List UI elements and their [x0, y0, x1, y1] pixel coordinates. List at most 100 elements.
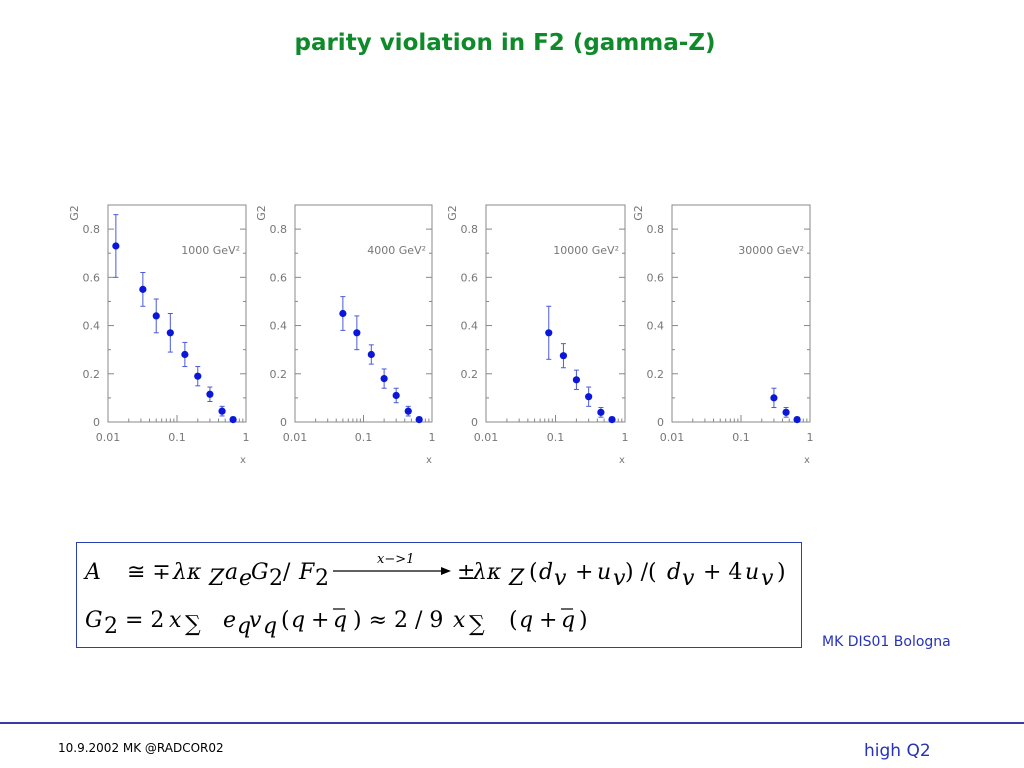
energy-annotation: 10000 GeV² [553, 244, 619, 257]
data-point [112, 242, 120, 250]
svg-text:): ) [579, 608, 588, 633]
x-tick-label: 0.01 [660, 431, 685, 444]
data-point [218, 407, 226, 415]
x-tick-label: 0.1 [355, 431, 373, 444]
y-tick-label: 0.2 [647, 368, 665, 381]
x-tick-label: 0.01 [283, 431, 308, 444]
svg-text:λκ: λκ [472, 560, 502, 585]
y-tick-label: 0.2 [270, 368, 288, 381]
svg-text:(: ( [509, 608, 518, 633]
y-tick-label: 0 [471, 416, 478, 429]
svg-text:F: F [298, 560, 315, 585]
svg-text:G: G [85, 608, 103, 633]
svg-text:(: ( [281, 608, 290, 633]
svg-text:u: u [597, 560, 611, 585]
svg-text:λκ: λκ [172, 560, 202, 585]
svg-text:+ 4: + 4 [703, 560, 742, 585]
svg-text:e: e [239, 566, 252, 591]
svg-text:A: A [83, 560, 101, 585]
svg-text:): ) [777, 560, 786, 585]
x-axis-label: x [619, 455, 625, 466]
y-tick-label: 0.4 [647, 320, 665, 333]
y-tick-label: 0.8 [83, 223, 101, 236]
svg-text:e: e [223, 608, 236, 633]
y-tick-label: 0.2 [83, 368, 101, 381]
data-point [380, 375, 388, 383]
data-point [194, 372, 202, 380]
data-point [572, 376, 581, 384]
data-point [353, 329, 361, 337]
svg-text:±: ± [457, 560, 475, 585]
y-axis-label: G2 [68, 205, 81, 221]
panel-frame [485, 204, 626, 423]
energy-annotation: 30000 GeV² [738, 244, 804, 257]
svg-text:) ≈ 2 / 9: ) ≈ 2 / 9 [353, 608, 443, 633]
svg-text:x: x [453, 608, 466, 633]
y-axis-label: G2 [255, 205, 268, 221]
formula-line-2: G 2 = 2 x ∑ e q v q ( q + q ) ≈ 2 / 9 x … [85, 608, 588, 639]
svg-text:d: d [539, 560, 553, 585]
x-axis-label: x [804, 455, 810, 466]
x-tick-label: 0.1 [168, 431, 186, 444]
arrow-label: x−>1 [377, 552, 414, 567]
data-point [793, 415, 801, 424]
x-tick-label: 1 [622, 431, 629, 444]
x-tick-label: 1 [243, 431, 250, 444]
formula-svg: A ≅ ∓ λκ Z a e G 2 / F 2 x−>1 ± λκ Z ( d… [83, 552, 786, 639]
svg-text:∑: ∑ [185, 612, 201, 637]
y-tick-label: 0.6 [270, 271, 288, 284]
svg-text:q: q [519, 608, 533, 633]
panel-frame [671, 204, 811, 423]
y-tick-label: 0.6 [647, 271, 665, 284]
y-axis-label: G2 [632, 205, 645, 221]
svg-text:Z: Z [208, 566, 225, 591]
data-point [545, 329, 553, 337]
svg-text:≅ ∓: ≅ ∓ [127, 560, 171, 585]
panel-frame [294, 204, 433, 423]
data-point [415, 415, 423, 424]
y-tick-label: 0.2 [461, 368, 479, 381]
svg-text:v: v [761, 566, 774, 591]
data-point [339, 309, 347, 318]
formula-box: A ≅ ∓ λκ Z a e G 2 / F 2 x−>1 ± λκ Z ( d… [76, 542, 802, 648]
y-tick-label: 0 [280, 416, 287, 429]
svg-text:) /(: ) /( [625, 560, 657, 585]
svg-text:v: v [613, 566, 626, 591]
svg-text:+: + [575, 560, 593, 585]
g2-panels-chart: 0 0.2 0.4 0.6 0.8 0.01 0.1 1 G2 x 1000 GeV² 0 0.2 0.4… [68, 204, 814, 466]
y-tick-label: 0.8 [270, 223, 288, 236]
svg-text:a: a [225, 560, 238, 585]
svg-text:q: q [263, 614, 277, 639]
svg-text:∑: ∑ [469, 612, 485, 637]
svg-text:d: d [667, 560, 681, 585]
x-axis-label: x [240, 455, 246, 466]
footer-date-author: 10.9.2002 MK @RADCOR02 [58, 741, 224, 755]
x-tick-label: 0.01 [474, 431, 499, 444]
svg-text:= 2: = 2 [125, 608, 164, 633]
energy-annotation: 1000 GeV² [181, 244, 240, 257]
data-point [404, 407, 412, 415]
svg-text:+: + [539, 608, 557, 633]
y-tick-label: 0 [93, 416, 100, 429]
data-point [585, 393, 593, 401]
svg-text:v: v [682, 566, 695, 591]
svg-text:2: 2 [104, 614, 118, 639]
x-tick-label: 1 [807, 431, 814, 444]
data-point [367, 350, 375, 359]
y-axis-label: G2 [446, 205, 459, 221]
svg-text:q: q [291, 608, 305, 633]
data-point [206, 390, 214, 398]
x-tick-label: 0.1 [732, 431, 750, 444]
svg-text:2: 2 [269, 566, 283, 591]
svg-text:Z: Z [508, 566, 525, 591]
y-tick-label: 0.4 [83, 320, 101, 333]
panel-frame [107, 204, 247, 423]
data-point [559, 352, 568, 360]
y-tick-label: 0 [657, 416, 664, 429]
svg-text:+: + [311, 608, 329, 633]
credit-label: MK DIS01 Bologna [822, 634, 951, 650]
y-tick-label: 0.6 [461, 271, 479, 284]
data-point [166, 329, 174, 337]
svg-text:G: G [251, 560, 269, 585]
footer-divider [0, 722, 1024, 724]
